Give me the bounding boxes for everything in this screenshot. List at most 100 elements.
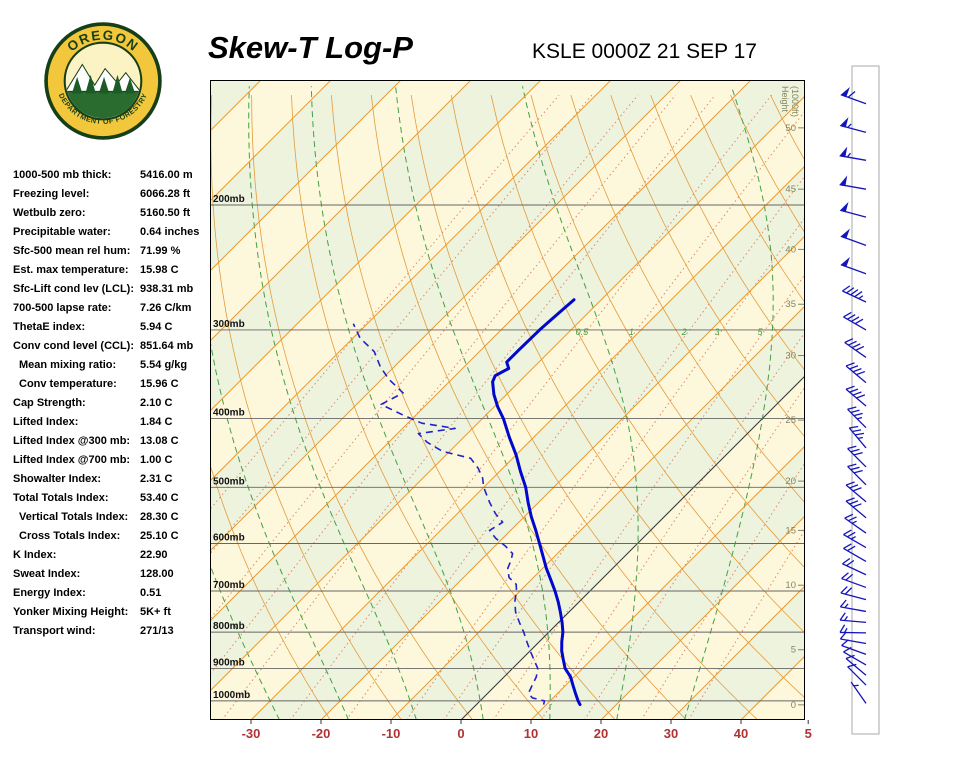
index-value: 6066.28 ft (140, 188, 191, 200)
wind-staff-column (851, 65, 880, 735)
index-row: Sfc-Lift cond lev (LCL): 938.31 mb (13, 280, 218, 299)
odf-logo: OREGON DEPARTMENT OF FORESTRY (44, 22, 162, 140)
moist-adiabat-line (210, 563, 280, 720)
pressure-label: 800mb (213, 621, 245, 632)
index-value: 5.94 C (140, 321, 173, 333)
index-value: 1.84 C (140, 416, 173, 428)
index-label: Freezing level: (13, 188, 90, 200)
index-label: Conv temperature: (19, 378, 117, 390)
wind-barb (839, 599, 867, 613)
wind-barb (847, 406, 867, 429)
index-value: 128.00 (140, 568, 174, 580)
index-value: 22.90 (140, 549, 168, 561)
index-value: 71.99 % (140, 245, 181, 257)
height-label: 30 (785, 351, 796, 362)
index-row: Showalter Index: 2.31 C (13, 470, 218, 489)
index-row: Mean mixing ratio: 5.54 g/kg (13, 356, 218, 375)
index-label: Lifted Index @300 mb: (13, 435, 131, 447)
index-label: Mean mixing ratio: (19, 359, 117, 371)
isotherm-line (320, 235, 805, 720)
isotherm-line (250, 165, 805, 720)
isotherm-line (390, 305, 805, 720)
index-label: Sweat Index: (13, 568, 81, 580)
height-label: 25 (785, 415, 796, 426)
dry-adiabat-line (331, 95, 616, 720)
index-label: Showalter Index: (13, 473, 102, 485)
isotherm-line (210, 80, 472, 342)
index-label: Cross Totals Index: (19, 530, 121, 542)
index-value: 938.31 mb (140, 283, 194, 295)
index-label: Energy Index: (13, 587, 86, 599)
index-label: Lifted Index @700 mb: (13, 454, 131, 466)
temp-axis-label: -10 (382, 726, 401, 741)
wind-barb (843, 311, 867, 331)
index-row: Energy Index: 0.51 (13, 584, 218, 603)
wind-barb (845, 497, 867, 519)
wind-barb (845, 385, 867, 407)
isotherm-line (600, 515, 805, 720)
height-label: 0 (791, 700, 796, 711)
dewpoint-profile-line (352, 323, 546, 705)
wind-barb (842, 558, 867, 576)
temp-axis-label: 0 (457, 726, 464, 741)
index-value: 5160.50 ft (140, 207, 191, 219)
isotherm-line (210, 80, 682, 552)
isotherm-line (210, 80, 542, 412)
index-value: 13.08 C (140, 435, 179, 447)
dry-adiabat-line (410, 95, 759, 720)
wind-barb (842, 285, 867, 303)
index-row: Freezing level: 6066.28 ft (13, 185, 218, 204)
index-label: 1000-500 mb thick: (13, 169, 112, 181)
station-time-label: KSLE 0000Z 21 SEP 17 (532, 40, 757, 63)
dry-adiabat-line (210, 463, 331, 720)
temp-axis-label: -20 (312, 726, 331, 741)
index-label: Lifted Index: (13, 416, 79, 428)
index-value: 7.26 C/km (140, 302, 192, 314)
index-label: Total Totals Index: (13, 492, 109, 504)
dry-adiabat-line (251, 95, 474, 720)
index-label: Precipitable water: (13, 226, 111, 238)
index-label: 700-500 lapse rate: (13, 302, 112, 314)
isotherm-line (210, 95, 805, 692)
index-row: Conv cond level (CCL): 851.64 mb (13, 337, 218, 356)
index-value: 0.51 (140, 587, 162, 599)
chart-border (210, 80, 805, 720)
dry-adiabat-line (610, 94, 805, 438)
index-label: Sfc-Lift cond lev (LCL): (13, 283, 134, 295)
wind-barb (845, 362, 867, 384)
index-row: Vertical Totals Index: 28.30 C (13, 508, 218, 527)
index-row: Cap Strength: 2.10 C (13, 394, 218, 413)
index-row: Lifted Index: 1.84 C (13, 413, 218, 432)
page-title: Skew-T Log-P (208, 30, 413, 65)
index-row: Lifted Index @300 mb: 13.08 C (13, 432, 218, 451)
pressure-label: 600mb (213, 532, 245, 543)
index-row: Wetbulb zero: 5160.50 ft (13, 204, 218, 223)
mixing-ratio-line (210, 94, 593, 555)
isotherm-line (210, 80, 612, 482)
dry-adiabat-line (291, 95, 545, 720)
index-label: Yonker Mixing Height: (13, 606, 129, 618)
mixing-ratio-label: 2 (681, 327, 687, 337)
wind-barb (848, 425, 867, 449)
height-label: 15 (785, 525, 796, 536)
wind-barb (845, 481, 867, 503)
index-value: 28.30 C (140, 511, 179, 523)
wind-barb (840, 228, 867, 246)
pressure-label: 400mb (213, 408, 245, 419)
index-row: 1000-500 mb thick: 5416.00 m (13, 166, 218, 185)
index-row: Yonker Mixing Height: 5K+ ft (13, 603, 218, 622)
index-row: Lifted Index @700 mb: 1.00 C (13, 451, 218, 470)
wind-barb (840, 257, 867, 275)
dry-adiabat-line (490, 95, 805, 634)
wind-barb (843, 543, 867, 563)
index-value: 5K+ ft (140, 606, 171, 618)
index-value: 25.10 C (140, 530, 179, 542)
index-row: K Index: 22.90 (13, 546, 218, 565)
index-value: 2.31 C (140, 473, 173, 485)
dry-adiabat-line (570, 94, 805, 504)
index-label: Cap Strength: (13, 397, 86, 409)
height-label: 5 (791, 645, 796, 656)
mixing-ratio-label: 5 (758, 327, 764, 337)
